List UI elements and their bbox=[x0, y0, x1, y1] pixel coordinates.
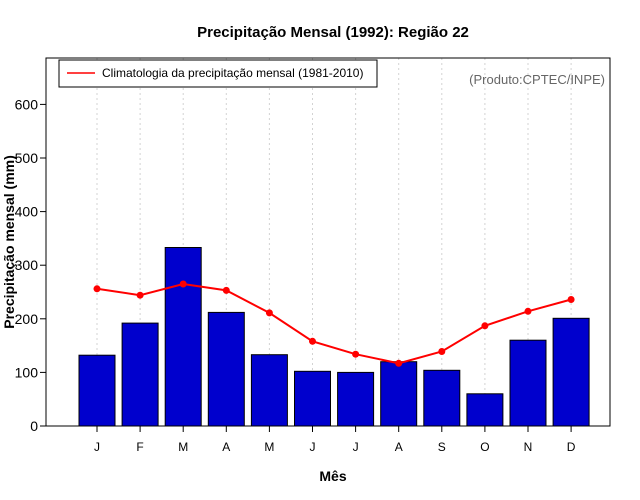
x-tick-label: J bbox=[310, 440, 316, 454]
plot-frame bbox=[45, 57, 611, 427]
climatology-point-11 bbox=[524, 307, 532, 315]
bar-1 bbox=[78, 354, 116, 427]
x-tick-label: M bbox=[264, 440, 274, 454]
climatology-point-3 bbox=[179, 280, 187, 288]
x-tick-label: S bbox=[438, 440, 446, 454]
climatology-point-10 bbox=[481, 322, 489, 330]
bar-4 bbox=[207, 311, 245, 427]
climatology-point-9 bbox=[438, 348, 446, 355]
x-tick-label: M bbox=[178, 440, 188, 454]
climatology-point-8 bbox=[395, 359, 403, 367]
y-axis-label: Precipitação mensal (mm) bbox=[1, 155, 17, 329]
chart-title: Precipitação Mensal (1992): Região 22 bbox=[197, 24, 469, 41]
x-tick-label: A bbox=[222, 440, 230, 454]
legend: Climatologia da precipitação mensal (198… bbox=[58, 59, 378, 88]
y-tick-label: 600 bbox=[15, 96, 39, 112]
y-tick-label: 200 bbox=[15, 311, 39, 327]
bar-6 bbox=[294, 370, 331, 427]
y-tick-label: 100 bbox=[15, 364, 39, 380]
climatology-point-12 bbox=[567, 296, 575, 303]
x-tick-label: J bbox=[353, 440, 359, 454]
bar-2 bbox=[121, 322, 159, 427]
y-tick-label: 300 bbox=[15, 257, 39, 273]
y-axis: 0 100 200 300 400 500 600 bbox=[15, 96, 46, 434]
bar-9 bbox=[423, 369, 461, 427]
bar-5 bbox=[250, 354, 288, 427]
x-tick-label: D bbox=[567, 440, 576, 454]
legend-box bbox=[58, 59, 378, 88]
source-annotation: (Produto:CPTEC/INPE) bbox=[469, 72, 605, 87]
x-axis-label: Mês bbox=[319, 468, 346, 484]
climatology-point-4 bbox=[222, 286, 230, 294]
x-tick-label: J bbox=[94, 440, 100, 454]
climatology-point-6 bbox=[309, 337, 316, 345]
x-tick-label: N bbox=[524, 440, 533, 454]
x-tick-label: A bbox=[395, 440, 403, 454]
x-tick-label: O bbox=[480, 440, 489, 454]
bar-7 bbox=[337, 371, 375, 427]
climatology-point-7 bbox=[352, 350, 360, 358]
x-tick-label: F bbox=[136, 440, 143, 454]
y-tick-label: 0 bbox=[30, 418, 38, 434]
bar-8 bbox=[380, 361, 418, 427]
climatology-point-2 bbox=[136, 291, 144, 299]
y-tick-label: 400 bbox=[15, 204, 39, 220]
climatology-point-1 bbox=[93, 285, 101, 293]
climatology-line bbox=[93, 280, 575, 367]
bars bbox=[78, 247, 590, 427]
climatology-point-5 bbox=[265, 309, 273, 317]
legend-label: Climatologia da precipitação mensal (198… bbox=[102, 66, 363, 80]
climatology-polyline bbox=[96, 282, 572, 365]
bar-11 bbox=[509, 339, 547, 427]
bar-12 bbox=[552, 317, 590, 427]
bar-10 bbox=[466, 393, 504, 427]
y-tick-label: 500 bbox=[15, 150, 39, 166]
bar-3 bbox=[164, 247, 202, 427]
